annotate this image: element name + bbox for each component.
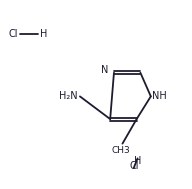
Text: H: H bbox=[134, 156, 141, 166]
Text: Cl: Cl bbox=[129, 161, 139, 171]
Text: H: H bbox=[40, 29, 48, 39]
Text: NH: NH bbox=[152, 91, 167, 101]
Text: CH3: CH3 bbox=[111, 146, 130, 155]
Text: Cl: Cl bbox=[8, 29, 17, 39]
Text: N: N bbox=[101, 65, 109, 75]
Text: H₂N: H₂N bbox=[59, 91, 78, 101]
